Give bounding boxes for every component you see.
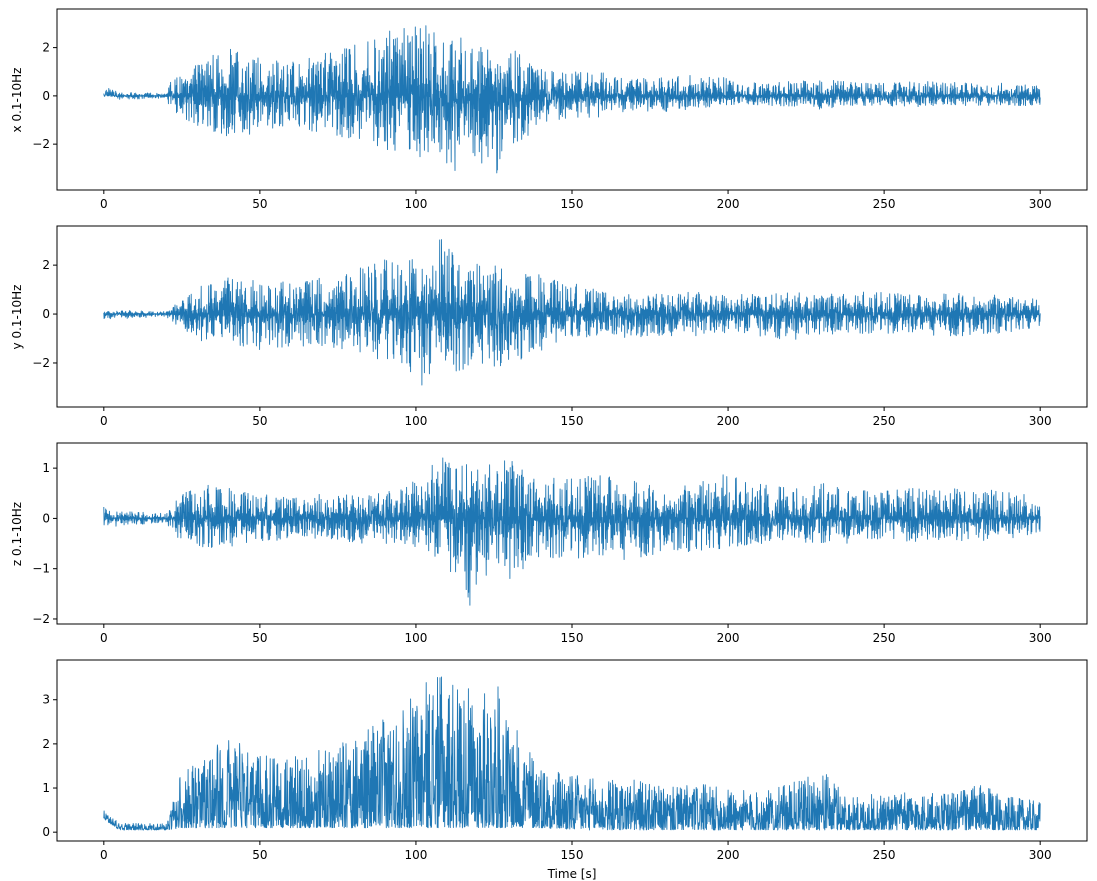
series-line-y bbox=[103, 239, 1041, 386]
y-tick-label: 2 bbox=[42, 258, 50, 272]
y-axis-label: y 0.1-10Hz bbox=[10, 285, 24, 350]
series-line-x bbox=[103, 25, 1041, 174]
x-tick-label: 150 bbox=[561, 414, 584, 428]
subplot-z: 0 50 100 150 200 250 300 −2 −1 0 1 z 0.1-10Hz bbox=[10, 442, 1088, 645]
x-tick-label: 200 bbox=[717, 197, 740, 211]
traces bbox=[103, 457, 1041, 606]
series-line-magnitude bbox=[103, 676, 1041, 831]
x-tick-label: 300 bbox=[1029, 631, 1052, 645]
x-axis-label: Time [s] bbox=[547, 867, 597, 881]
y-tick-label: 0 bbox=[42, 307, 50, 321]
traces bbox=[103, 676, 1041, 831]
x-tick-label: 100 bbox=[404, 631, 427, 645]
x-tick-label: 200 bbox=[717, 414, 740, 428]
y-tick-label: 0 bbox=[42, 89, 50, 103]
x-tick-label: 0 bbox=[100, 848, 108, 862]
y-tick-label: 1 bbox=[42, 461, 50, 475]
y-tick-label: −1 bbox=[32, 562, 50, 576]
x-tick-label: 200 bbox=[717, 631, 740, 645]
x-tick-label: 50 bbox=[252, 848, 267, 862]
y-tick-label: 1 bbox=[42, 781, 50, 795]
x-tick-label: 150 bbox=[561, 848, 584, 862]
x-tick-label: 150 bbox=[561, 197, 584, 211]
x-tick-label: 50 bbox=[252, 414, 267, 428]
x-ticks: 0 50 100 150 200 250 300 bbox=[100, 841, 1052, 862]
x-tick-label: 0 bbox=[100, 631, 108, 645]
subplot-magnitude: 0 50 100 150 200 250 300 0 1 2 3 Time [s] bbox=[42, 659, 1088, 881]
y-tick-label: −2 bbox=[32, 612, 50, 626]
y-ticks: 0 1 2 3 bbox=[42, 693, 57, 839]
y-axis-label: z 0.1-10Hz bbox=[10, 502, 24, 566]
x-tick-label: 300 bbox=[1029, 848, 1052, 862]
series-line-z bbox=[103, 457, 1041, 606]
x-tick-label: 0 bbox=[100, 414, 108, 428]
traces bbox=[103, 239, 1041, 386]
x-tick-label: 150 bbox=[561, 631, 584, 645]
x-tick-label: 0 bbox=[100, 197, 108, 211]
y-ticks: −2 −1 0 1 bbox=[32, 461, 57, 626]
x-tick-label: 300 bbox=[1029, 414, 1052, 428]
x-tick-label: 50 bbox=[252, 197, 267, 211]
y-tick-label: 0 bbox=[42, 511, 50, 525]
y-ticks: −2 0 2 bbox=[32, 41, 57, 151]
x-tick-label: 300 bbox=[1029, 197, 1052, 211]
y-tick-label: 0 bbox=[42, 825, 50, 839]
traces bbox=[103, 25, 1041, 174]
x-tick-label: 200 bbox=[717, 848, 740, 862]
x-tick-label: 250 bbox=[873, 631, 896, 645]
y-tick-label: −2 bbox=[32, 137, 50, 151]
y-axis-label: x 0.1-10Hz bbox=[10, 68, 24, 133]
x-tick-label: 50 bbox=[252, 631, 267, 645]
y-tick-label: 3 bbox=[42, 693, 50, 707]
y-tick-label: −2 bbox=[32, 356, 50, 370]
x-tick-label: 250 bbox=[873, 414, 896, 428]
x-tick-label: 250 bbox=[873, 848, 896, 862]
x-tick-label: 100 bbox=[404, 414, 427, 428]
subplot-y: 0 50 100 150 200 250 300 −2 0 2 y 0.1-10Hz bbox=[10, 225, 1088, 428]
x-tick-label: 100 bbox=[404, 197, 427, 211]
y-ticks: −2 0 2 bbox=[32, 258, 57, 370]
x-ticks: 0 50 100 150 200 250 300 bbox=[100, 624, 1052, 645]
x-tick-label: 250 bbox=[873, 197, 896, 211]
subplot-x: 0 50 100 150 200 250 300 −2 0 2 x 0.1-10Hz bbox=[10, 8, 1088, 211]
y-tick-label: 2 bbox=[42, 41, 50, 55]
x-tick-label: 100 bbox=[404, 848, 427, 862]
x-ticks: 0 50 100 150 200 250 300 bbox=[100, 407, 1052, 428]
x-ticks: 0 50 100 150 200 250 300 bbox=[100, 190, 1052, 211]
y-tick-label: 2 bbox=[42, 737, 50, 751]
